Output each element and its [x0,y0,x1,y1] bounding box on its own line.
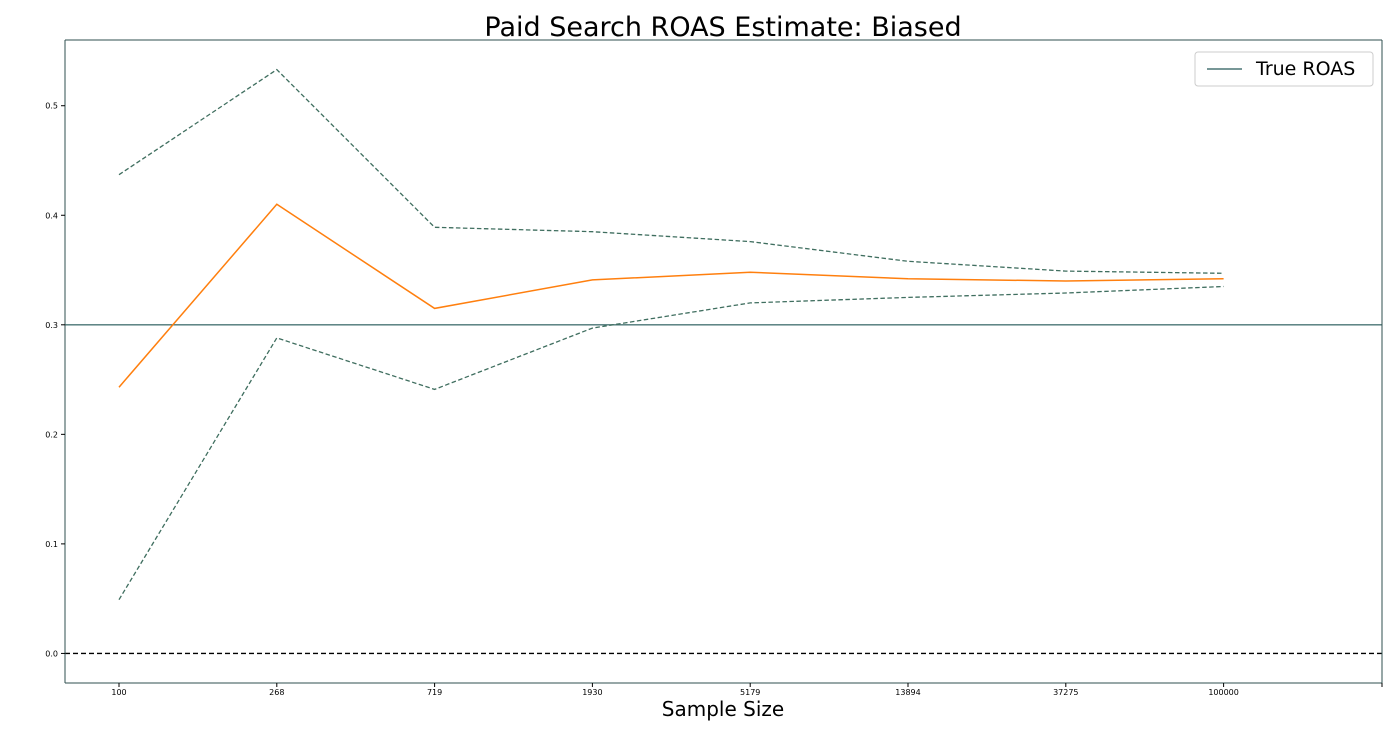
x-tick-label: 37275 [1053,688,1078,697]
x-tick-label: 100000 [1208,688,1239,697]
x-axis-label: Sample Size [662,697,784,721]
series-line-estimate [118,203,1224,388]
plot-area: 0.0 0.1 0.2 0.3 0.4 0.5 100 268 719 1930 5179 13894… [45,39,1383,697]
x-tick-label: 719 [427,688,442,697]
legend-label: True ROAS [1255,58,1355,80]
series-line-upper [118,68,1224,274]
legend-box [1194,51,1374,87]
series-line-lower [118,285,1224,601]
y-tick-label: 0.0 [45,649,58,658]
y-tick-label: 0.1 [45,540,58,549]
y-tick-label: 0.5 [45,102,58,111]
y-tick-label: 0.3 [45,321,58,330]
x-tick-label: 1930 [582,688,602,697]
x-tick-label: 268 [269,688,284,697]
chart-title: Paid Search ROAS Estimate: Biased [484,12,961,43]
x-tick-label: 100 [111,688,126,697]
x-tick-label: 5179 [740,688,760,697]
y-tick-label: 0.2 [45,430,58,439]
x-tick-label: 13894 [895,688,920,697]
y-tick-label: 0.4 [45,211,58,220]
